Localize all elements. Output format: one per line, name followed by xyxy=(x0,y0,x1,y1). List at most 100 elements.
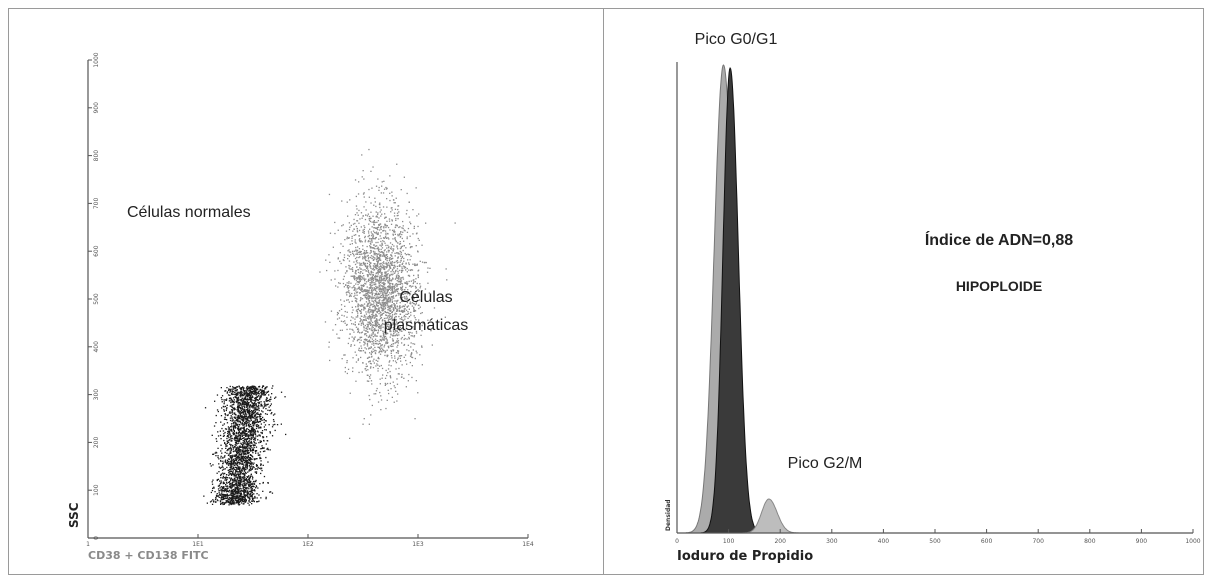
plasma-cell-point xyxy=(400,330,402,332)
plasma-cell-point xyxy=(410,311,412,314)
normal-cell-point xyxy=(259,414,261,416)
normal-cell-point xyxy=(231,401,233,403)
normal-cell-point xyxy=(247,490,249,492)
plasma-cell-point xyxy=(377,178,379,180)
normal-cell-point xyxy=(222,460,224,462)
normal-cell-point xyxy=(249,392,251,394)
normal-cell-point xyxy=(238,489,240,491)
normal-cell-point xyxy=(247,395,249,397)
plasma-cell-point xyxy=(393,199,395,201)
plasma-cell-point xyxy=(393,202,395,204)
normal-cell-point xyxy=(245,460,247,462)
normal-cell-point xyxy=(239,497,241,500)
plasma-cell-point xyxy=(373,362,375,364)
normal-cell-point xyxy=(226,435,228,438)
plasma-cell-point xyxy=(404,252,406,255)
plasma-cell-point xyxy=(425,222,427,224)
plasma-cell-point xyxy=(394,237,396,239)
plasma-cell-point xyxy=(363,253,365,255)
plasma-cell-point xyxy=(397,252,400,254)
plasma-cell-point xyxy=(385,296,387,298)
plasma-cell-point xyxy=(374,263,376,265)
normal-cell-point xyxy=(241,485,243,487)
normal-cell-point xyxy=(221,490,223,492)
normal-cell-point xyxy=(230,478,232,480)
normal-cell-point xyxy=(261,389,263,391)
plasma-cell-point xyxy=(377,269,379,271)
plasma-cell-point xyxy=(411,269,414,271)
normal-cell-point xyxy=(272,414,275,416)
normal-cell-point xyxy=(256,409,258,411)
normal-cell-point xyxy=(255,391,257,393)
plasma-cell-point xyxy=(375,272,377,274)
normal-cell-point xyxy=(253,390,256,393)
plasma-cell-point xyxy=(385,188,388,190)
plasma-cell-point xyxy=(398,329,401,332)
normal-cell-point xyxy=(222,498,224,500)
normal-cell-point xyxy=(224,455,226,457)
plasma-cell-point xyxy=(390,286,392,288)
plasma-cell-point xyxy=(351,323,353,325)
plasma-cell-point xyxy=(387,319,390,321)
plasma-cell-point xyxy=(362,170,364,172)
normal-cell-point xyxy=(255,396,257,398)
normal-cell-point xyxy=(247,394,250,396)
normal-cell-point xyxy=(224,442,226,445)
normal-cell-point xyxy=(243,412,245,414)
normal-cell-point xyxy=(238,428,240,431)
normal-cell-point xyxy=(261,467,263,469)
plasma-cell-point xyxy=(370,255,373,257)
plasma-cell-point xyxy=(409,243,411,245)
plasma-cell-point xyxy=(401,300,403,303)
plasma-cell-point xyxy=(410,353,412,355)
normal-cell-point xyxy=(258,406,260,408)
normal-cell-point xyxy=(223,502,225,504)
plasma-cell-point xyxy=(370,231,372,233)
normal-cell-point xyxy=(238,488,240,490)
plasma-cell-point xyxy=(396,225,398,227)
normal-cell-point xyxy=(220,421,222,423)
normal-cell-point xyxy=(240,394,242,396)
plasma-cell-point xyxy=(394,286,396,288)
plasma-cell-point xyxy=(414,317,416,319)
plasma-cell-point xyxy=(368,302,370,304)
normal-cell-point xyxy=(253,462,255,464)
normal-cell-point xyxy=(254,444,256,446)
plasma-cell-point xyxy=(388,238,390,240)
plasma-cell-point xyxy=(367,331,369,333)
normal-cell-point xyxy=(251,489,253,491)
normal-cell-point xyxy=(238,498,241,500)
plasma-cell-point xyxy=(414,357,416,360)
plasma-cell-point xyxy=(368,256,370,258)
normal-cell-point xyxy=(252,431,254,433)
plasma-cell-point xyxy=(400,251,402,253)
plasma-cell-point xyxy=(355,354,358,356)
plasma-cell-point xyxy=(401,287,403,290)
normal-cell-point xyxy=(249,389,251,391)
plasma-cell-point xyxy=(374,283,376,286)
plasma-cell-point xyxy=(390,334,392,336)
plasma-cell-point xyxy=(386,206,388,208)
plasma-cell-point xyxy=(401,277,403,279)
normal-cell-point xyxy=(248,415,250,417)
normal-cell-point xyxy=(247,462,249,464)
normal-cell-point xyxy=(250,445,252,447)
normal-cell-point xyxy=(248,497,250,499)
plasma-cell-point xyxy=(397,351,399,353)
plasma-cell-point xyxy=(341,200,343,202)
normal-cell-point xyxy=(271,393,273,395)
normal-cell-point xyxy=(233,490,236,493)
normal-cell-point xyxy=(241,432,243,434)
normal-cell-point xyxy=(248,459,250,461)
plasma-cell-point xyxy=(352,309,354,311)
plasma-cell-point xyxy=(391,220,393,222)
normal-cell-point xyxy=(218,471,220,473)
plasma-cell-point xyxy=(382,285,384,287)
plasma-cell-point xyxy=(380,248,382,251)
plasma-cell-point xyxy=(397,284,399,286)
normal-cell-point xyxy=(225,500,227,502)
plasma-cell-point xyxy=(397,310,399,312)
normal-cell-point xyxy=(245,453,247,455)
normal-cell-point xyxy=(216,452,218,454)
plasma-cell-point xyxy=(359,267,361,269)
